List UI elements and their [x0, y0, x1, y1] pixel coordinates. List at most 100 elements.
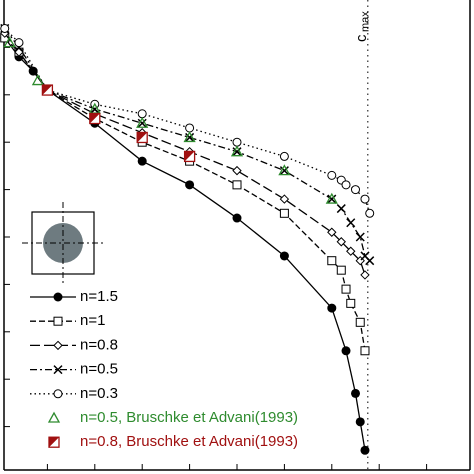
marker — [279, 194, 290, 204]
marker-shape — [336, 265, 346, 275]
marker-shape — [136, 116, 149, 128]
marker-shape — [42, 85, 53, 96]
marker-shape — [346, 246, 356, 256]
marker-shape — [360, 194, 370, 204]
marker — [360, 445, 370, 455]
legend-entry: n=0.5 — [30, 361, 118, 378]
marker-shape — [49, 437, 59, 448]
marker — [183, 150, 196, 163]
cmax-subscript: max — [360, 11, 372, 32]
marker-shape — [360, 346, 370, 356]
marker — [351, 185, 360, 195]
marker-shape — [279, 251, 289, 261]
marker — [89, 112, 101, 125]
legend-label: n=1 — [80, 312, 105, 329]
marker-shape — [365, 208, 375, 218]
marker — [360, 270, 370, 280]
marker-shape — [279, 208, 289, 218]
marker-shape — [351, 388, 360, 398]
marker — [327, 194, 337, 204]
marker-shape — [31, 74, 45, 86]
legend-label: n=0.3 — [80, 385, 118, 402]
marker-shape — [365, 256, 375, 266]
marker-shape — [346, 218, 356, 228]
cmax-text: c — [353, 34, 370, 42]
legend-label: n=0.8, Bruschke et Advani(1993) — [80, 433, 298, 450]
marker — [355, 417, 365, 427]
marker — [341, 180, 351, 190]
marker — [137, 109, 147, 119]
marker — [341, 346, 351, 356]
marker — [325, 192, 338, 204]
legend-entry: n=0.5, Bruschke et Advani(1993) — [47, 409, 298, 426]
marker — [360, 346, 370, 356]
marker — [3, 36, 16, 48]
marker-shape — [137, 118, 147, 128]
marker — [185, 132, 195, 142]
legend-marker — [53, 292, 63, 302]
legend-label: n=0.5 — [80, 361, 118, 378]
marker — [0, 23, 10, 33]
marker-shape — [232, 147, 242, 157]
marker-shape — [53, 292, 63, 302]
marker — [137, 156, 147, 166]
marker-shape — [183, 131, 196, 143]
marker — [185, 123, 195, 133]
marker — [327, 303, 337, 313]
marker — [355, 232, 365, 242]
legend-label: n=0.5, Bruschke et Advani(1993) — [80, 409, 298, 426]
marker — [185, 180, 195, 190]
marker-shape — [355, 417, 365, 427]
marker — [336, 237, 346, 247]
legend-entry: n=1.5 — [30, 288, 118, 305]
marker — [360, 194, 370, 204]
legend-label: n=1.5 — [80, 288, 118, 305]
legend-entry: n=0.3 — [30, 385, 118, 402]
marker-shape — [14, 38, 24, 48]
marker-shape — [185, 132, 195, 142]
marker-shape — [341, 284, 351, 294]
marker — [351, 388, 360, 398]
legend-entry: n=1 — [30, 312, 105, 329]
marker — [279, 151, 289, 161]
marker-shape — [327, 303, 337, 313]
legend-marker — [53, 389, 63, 399]
legend-label: n=0.8 — [80, 336, 118, 353]
marker-shape — [184, 151, 195, 162]
marker — [232, 137, 242, 147]
marker-shape — [279, 194, 290, 204]
marker-shape — [351, 185, 360, 195]
series-line — [4, 37, 366, 351]
legend-marker — [53, 365, 63, 375]
marker — [232, 147, 242, 157]
marker-shape — [89, 113, 100, 124]
marker-shape — [327, 227, 337, 237]
marker — [327, 170, 337, 180]
legend-entry: n=0.8, Bruschke et Advani(1993) — [48, 433, 298, 450]
marker-shape — [279, 151, 289, 161]
marker-shape — [47, 411, 61, 423]
marker — [355, 317, 365, 327]
marker-shape — [137, 132, 148, 143]
marker — [336, 265, 346, 275]
marker-shape — [232, 137, 242, 147]
legend-marker — [53, 340, 63, 351]
marker — [327, 227, 337, 237]
legend-marker — [53, 316, 63, 326]
marker — [230, 145, 244, 157]
marker-shape — [325, 192, 338, 204]
marker — [279, 251, 289, 261]
marker-shape — [327, 194, 337, 204]
marker — [41, 84, 54, 96]
marker — [346, 218, 356, 228]
marker-shape — [232, 180, 242, 190]
marker-shape — [360, 445, 370, 455]
legend-marker — [47, 411, 61, 423]
marker — [232, 180, 242, 190]
marker — [346, 246, 356, 256]
marker-shape — [346, 298, 356, 308]
marker-shape — [0, 23, 10, 33]
marker-shape — [336, 237, 346, 247]
marker — [341, 284, 351, 294]
